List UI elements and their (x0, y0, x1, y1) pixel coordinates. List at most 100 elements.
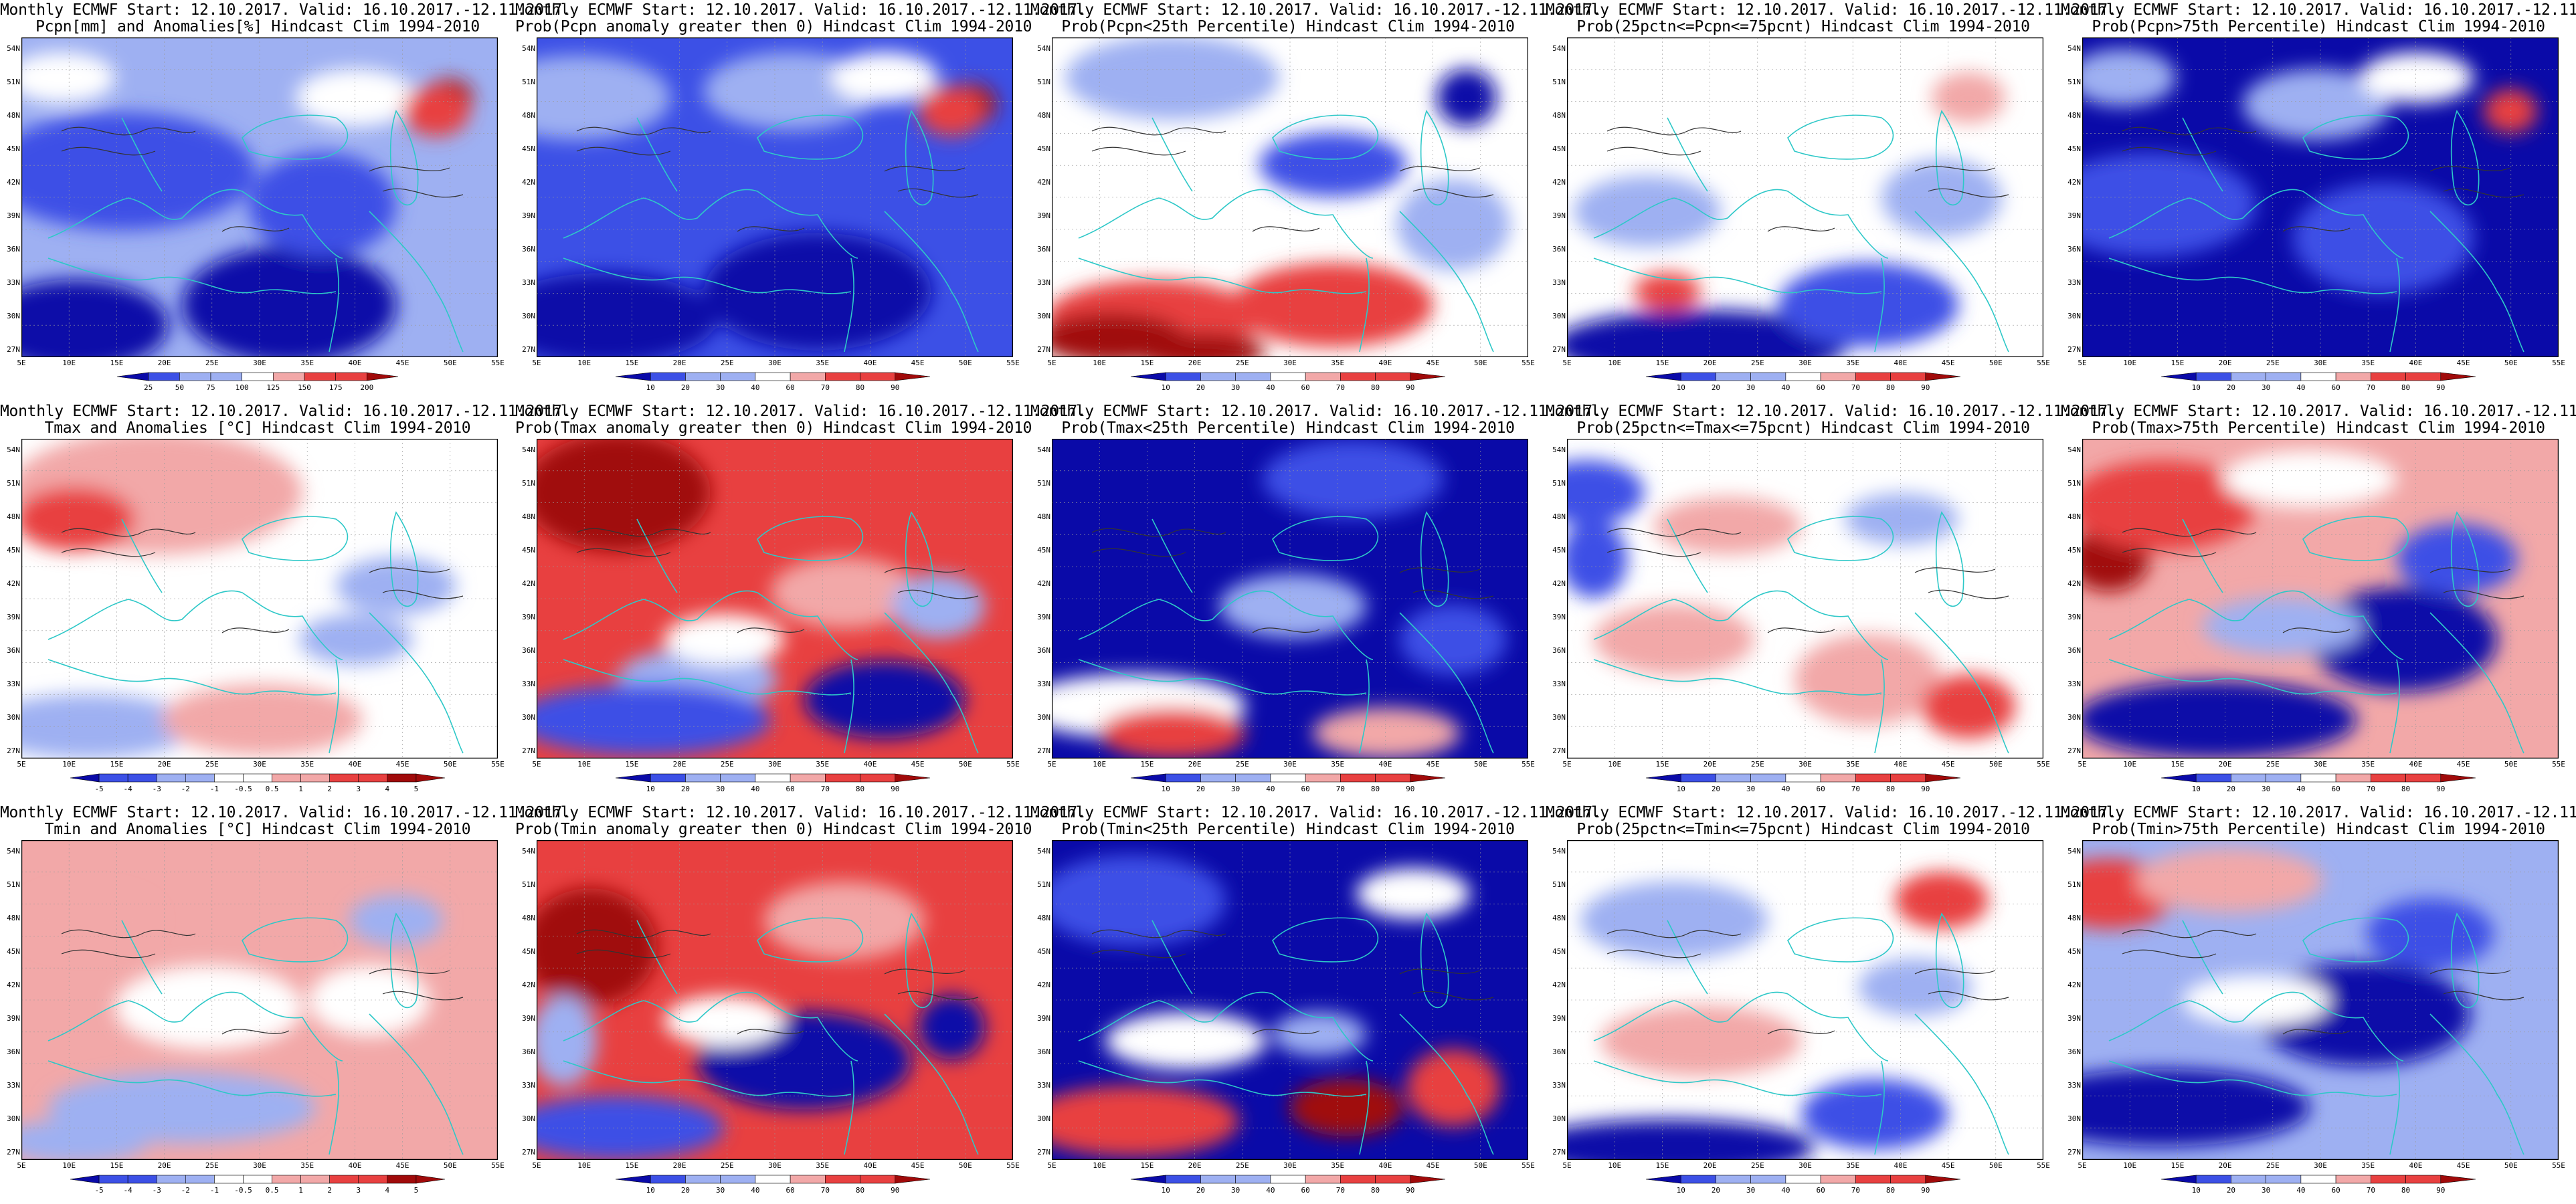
map-panel: Monthly ECMWF Start: 12.10.2017. Valid: … (1030, 803, 1602, 1204)
colorbar-tick-label: 90 (1406, 785, 1414, 793)
latitude-label: 30N (1037, 713, 1050, 722)
latitude-label: 42N (522, 981, 535, 989)
map-panel: Monthly ECMWF Start: 12.10.2017. Valid: … (1546, 401, 2117, 803)
field-region (1922, 674, 2015, 738)
contour-line (61, 548, 156, 557)
colorbar: -5 -4 -3 -2 -1 -0.5 0.5 1 2 3 4 5 (70, 1175, 446, 1195)
colorbar-tick-label: 4 (385, 1186, 390, 1195)
coastline (121, 518, 163, 593)
colorbar-swatch (1750, 1175, 1786, 1184)
colorbar-tick-label: 80 (1371, 1186, 1380, 1195)
latitude-label: 54N (7, 445, 20, 454)
colorbar-tick-label: 90 (1921, 785, 1930, 793)
latitude-label: 33N (522, 680, 535, 688)
panel-title-line1: Monthly ECMWF Start: 12.10.2017. Valid: … (1546, 804, 2117, 821)
colorbar-swatch (70, 773, 100, 783)
forecast-map (1567, 840, 2043, 1160)
colorbar-swatch (116, 372, 149, 381)
field-region (664, 614, 784, 665)
longitude-label: 10E (62, 760, 76, 769)
latitude-label: 27N (1037, 746, 1050, 755)
latitude-label: 39N (1037, 613, 1050, 621)
coastline (884, 612, 979, 754)
longitude-label: 45E (1941, 1161, 1955, 1170)
colorbar-tick-label: 10 (1162, 383, 1170, 392)
colorbar-tick-label: 80 (2401, 383, 2410, 392)
colorbar-swatch (185, 1175, 215, 1184)
colorbar-swatch (860, 773, 896, 783)
field-region (537, 273, 717, 357)
latitude-label: 45N (2067, 947, 2081, 956)
longitude-label: 5E (532, 1161, 541, 1170)
longitude-label: 40E (863, 760, 877, 769)
coastline (844, 1060, 854, 1155)
longitude-label: 25E (1750, 359, 1764, 367)
longitude-label: 10E (577, 1161, 591, 1170)
longitude-label: 40E (348, 760, 362, 769)
longitude-label: 5E (17, 359, 26, 367)
map-panel: Monthly ECMWF Start: 12.10.2017. Valid: … (515, 803, 1087, 1204)
longitude-label: 20E (672, 760, 686, 769)
field-region (2203, 597, 2363, 655)
forecast-map (537, 439, 1013, 759)
colorbar-tick-label: -5 (94, 785, 103, 793)
latitude-label: 36N (1037, 646, 1050, 655)
contour-line (1914, 567, 1996, 573)
latitude-label: 51N (1552, 880, 1566, 889)
longitude-label: 30E (768, 1161, 781, 1170)
colorbar-swatch (2231, 372, 2266, 381)
colorbar-tick-label: 20 (2227, 383, 2235, 392)
contour-line (2429, 166, 2511, 172)
colorbar-swatch (1165, 773, 1201, 783)
coastline (636, 920, 678, 995)
latitude-label: 30N (522, 1114, 535, 1123)
latitude-label: 39N (522, 1014, 535, 1023)
colorbar-tick-label: -4 (124, 1186, 133, 1195)
coastline (1420, 511, 1449, 607)
colorbar-swatch (755, 1175, 791, 1184)
field-region (918, 86, 985, 136)
colorbar-swatch (720, 372, 756, 381)
coastline (1078, 258, 1367, 294)
longitude-label: 15E (110, 1161, 124, 1170)
field-region (1778, 263, 1958, 347)
field-region (1232, 263, 1433, 347)
colorbar-swatch (1200, 1175, 1236, 1184)
colorbar-tick-label: 30 (2262, 785, 2270, 793)
colorbar-swatch (1785, 1175, 1821, 1184)
colorbar: 10 20 30 40 60 70 80 90 (2160, 773, 2476, 793)
colorbar-swatch (895, 1175, 931, 1184)
field-region (21, 487, 135, 551)
panel-title-line2: Prob(Tmin<25th Percentile) Hindcast Clim… (1061, 821, 1515, 838)
colorbar-swatch (210, 372, 242, 381)
colorbar-swatch (755, 372, 791, 381)
colorbar-swatch (650, 372, 686, 381)
colorbar-tick-label: 60 (2331, 1186, 2340, 1195)
colorbar-tick-label: 40 (2296, 1186, 2305, 1195)
colorbar-swatch (1680, 773, 1716, 783)
colorbar-swatch (2266, 1175, 2302, 1184)
coastline (329, 1060, 339, 1155)
field-region (2484, 89, 2537, 133)
forecast-map (21, 840, 498, 1160)
contour-line (61, 146, 156, 156)
contour-line (576, 949, 671, 959)
colorbar-tick-label: 40 (1266, 785, 1275, 793)
forecast-map (1052, 37, 1528, 357)
colorbar-tick-label: -1 (210, 785, 219, 793)
coastline (242, 516, 349, 561)
latitude-label: 45N (7, 546, 20, 555)
latitude-label: 48N (1037, 512, 1050, 521)
forecast-map (1052, 439, 1528, 759)
colorbar-tick-label: 70 (2367, 383, 2375, 392)
field-region (1406, 1049, 1500, 1126)
colorbar-tick-label: 70 (2367, 1186, 2375, 1195)
colorbar-tick-label: 30 (1231, 1186, 1240, 1195)
map-panel: Monthly ECMWF Start: 12.10.2017. Valid: … (2061, 401, 2576, 803)
longitude-label: 10E (1608, 359, 1622, 367)
field-region (349, 895, 443, 946)
map-panel: Monthly ECMWF Start: 12.10.2017. Valid: … (0, 401, 571, 803)
coastline (884, 211, 979, 353)
coastline (1152, 117, 1193, 192)
coastline (1078, 1060, 1367, 1097)
